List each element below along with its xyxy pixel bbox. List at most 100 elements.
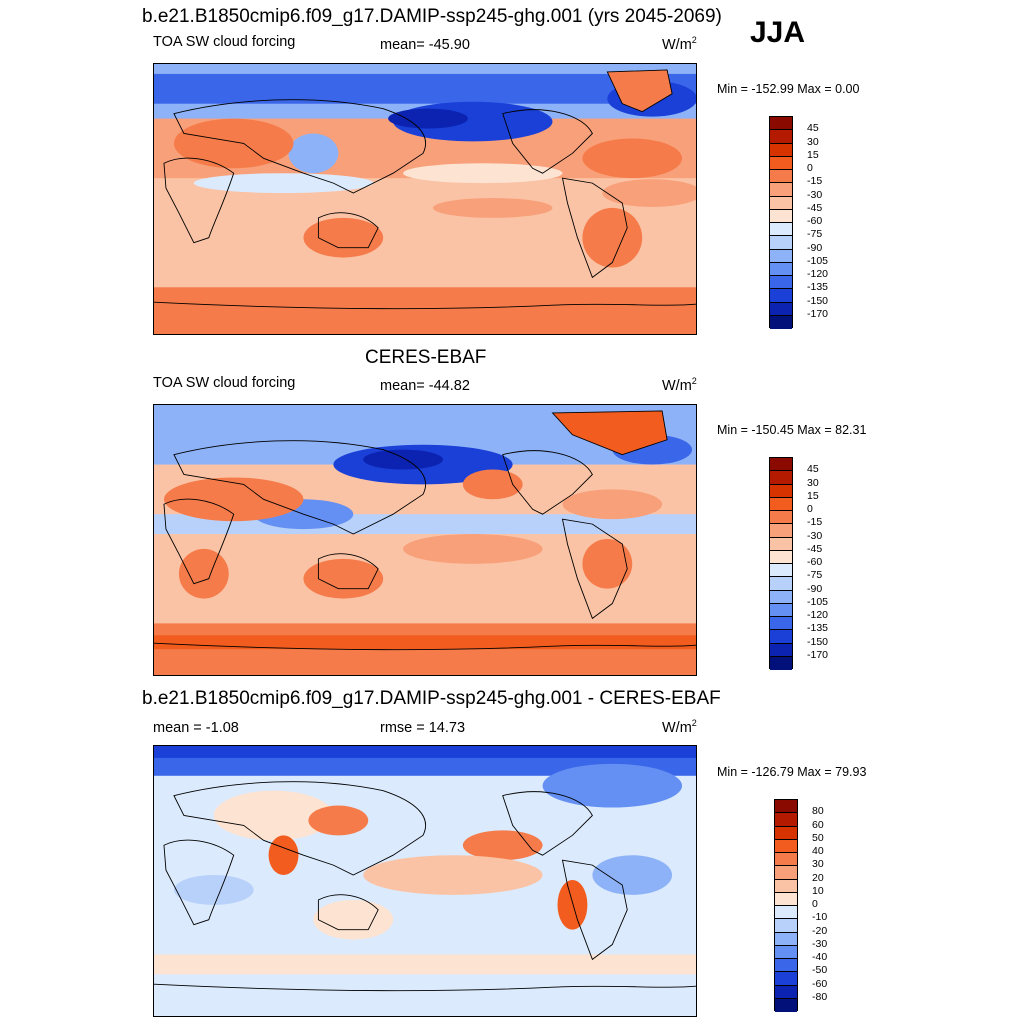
colorbar-swatch bbox=[770, 550, 792, 564]
colorbar-swatch bbox=[770, 183, 792, 197]
colorbar-swatch bbox=[775, 800, 797, 814]
colorbar-tick-label: -135 bbox=[807, 622, 829, 635]
colorbar-tick-label: 20 bbox=[812, 871, 824, 884]
colorbar-tick-label: -45 bbox=[807, 201, 823, 214]
colorbar-swatch bbox=[770, 603, 792, 617]
colorbar-swatch bbox=[770, 315, 792, 329]
colorbar-swatch bbox=[770, 196, 792, 210]
colorbar-swatch bbox=[770, 276, 792, 290]
colorbar-tick-label: -60 bbox=[807, 215, 823, 227]
colorbar-swatch bbox=[770, 130, 792, 144]
colorbar-tick-label: -90 bbox=[807, 241, 823, 254]
colorbar-tick-label: -170 bbox=[807, 307, 829, 320]
colorbar-swatch bbox=[775, 853, 797, 867]
colorbar-swatch bbox=[770, 117, 792, 131]
colorbar-swatch bbox=[775, 919, 797, 933]
colorbar-tick-label: 0 bbox=[812, 898, 818, 910]
colorbar-tick-label: -30 bbox=[807, 529, 823, 542]
colorbar-tick-label: 60 bbox=[812, 818, 824, 831]
colorbar-tick-label: -75 bbox=[807, 569, 823, 582]
colorbar-swatch bbox=[775, 813, 797, 827]
colorbar-swatch bbox=[775, 839, 797, 853]
panel2-unit: W/m2 bbox=[662, 376, 697, 394]
colorbar-swatch bbox=[770, 564, 792, 578]
colorbar-swatch bbox=[770, 289, 792, 303]
colorbar-tick-label: 0 bbox=[807, 503, 813, 515]
colorbar-swatch bbox=[770, 209, 792, 223]
panel2-mean: mean= -44.82 bbox=[380, 378, 470, 394]
panel1-mean: mean= -45.90 bbox=[380, 37, 470, 53]
colorbar-swatch bbox=[770, 590, 792, 604]
colorbar-tick-label: 45 bbox=[807, 122, 819, 135]
colorbar-tick-label: -40 bbox=[812, 951, 828, 963]
colorbar-swatch bbox=[775, 998, 797, 1012]
colorbar-swatch bbox=[770, 524, 792, 538]
panel3-mean: mean = -1.08 bbox=[153, 720, 239, 736]
colorbar-swatch bbox=[775, 866, 797, 880]
colorbar-tick-label: 30 bbox=[812, 858, 824, 871]
colorbar-tick-label: -30 bbox=[807, 188, 823, 201]
colorbar-tick-label: -105 bbox=[807, 254, 829, 267]
colorbar-tick-label: -45 bbox=[807, 542, 823, 555]
colorbar-swatch bbox=[775, 972, 797, 986]
colorbar-tick-label: -10 bbox=[812, 911, 828, 924]
colorbar-swatch bbox=[770, 484, 792, 498]
panel2-left-label: TOA SW cloud forcing bbox=[153, 375, 296, 391]
colorbar-swatch bbox=[775, 892, 797, 906]
colorbar-swatch bbox=[770, 630, 792, 644]
panel1-map bbox=[153, 63, 697, 335]
colorbar-swatch bbox=[770, 223, 792, 237]
panel1-left-label: TOA SW cloud forcing bbox=[153, 34, 296, 50]
colorbar-swatch bbox=[770, 511, 792, 525]
panel2-title: CERES-EBAF bbox=[365, 347, 487, 368]
colorbar-swatch bbox=[770, 458, 792, 472]
panel3-rmse: rmse = 14.73 bbox=[380, 720, 466, 736]
colorbar-tick-label: -105 bbox=[807, 595, 829, 608]
colorbar-tick-label: 45 bbox=[807, 463, 819, 476]
colorbar-tick-label: -90 bbox=[807, 582, 823, 595]
panel3-minmax: Min = -126.79 Max = 79.93 bbox=[717, 765, 867, 779]
colorbar-tick-label: -15 bbox=[807, 516, 823, 529]
colorbar-tick-label: 10 bbox=[812, 884, 824, 897]
panel3-unit: W/m2 bbox=[662, 718, 697, 736]
colorbar-swatch bbox=[770, 170, 792, 184]
colorbar-tick-label: -120 bbox=[807, 268, 829, 280]
colorbar-tick-label: 30 bbox=[807, 476, 819, 489]
colorbar-tick-label: -150 bbox=[807, 294, 829, 307]
colorbar-tick-label: -80 bbox=[812, 990, 828, 1003]
colorbar-tick-label: 0 bbox=[807, 162, 813, 174]
colorbar-tick-label: 40 bbox=[812, 845, 824, 857]
colorbar-tick-label: 15 bbox=[807, 148, 819, 161]
colorbar-tick-label: 30 bbox=[807, 135, 819, 148]
colorbar-swatch bbox=[770, 262, 792, 276]
colorbar-tick-label: -15 bbox=[807, 175, 823, 188]
colorbar-swatch bbox=[770, 643, 792, 657]
colorbar-tick-label: -60 bbox=[812, 977, 828, 990]
colorbar-tick-label: -20 bbox=[812, 924, 828, 937]
panel2-colorbar bbox=[769, 457, 793, 670]
colorbar-swatch bbox=[770, 537, 792, 551]
colorbar-swatch bbox=[770, 617, 792, 631]
colorbar-swatch bbox=[770, 143, 792, 157]
panel3-colorbar bbox=[774, 799, 798, 1012]
colorbar-tick-label: -135 bbox=[807, 281, 829, 294]
panel1-unit: W/m2 bbox=[662, 35, 697, 53]
colorbar-swatch bbox=[770, 249, 792, 263]
colorbar-tick-label: -120 bbox=[807, 609, 829, 621]
colorbar-tick-label: -50 bbox=[812, 964, 828, 977]
colorbar-swatch bbox=[770, 471, 792, 485]
colorbar-tick-label: -30 bbox=[812, 937, 828, 950]
panel2-minmax: Min = -150.45 Max = 82.31 bbox=[717, 423, 867, 437]
colorbar-tick-label: 80 bbox=[812, 805, 824, 818]
panel3-title: b.e21.B1850cmip6.f09_g17.DAMIP-ssp245-gh… bbox=[142, 688, 721, 709]
colorbar-swatch bbox=[770, 577, 792, 591]
colorbar-swatch bbox=[775, 985, 797, 999]
colorbar-swatch bbox=[770, 236, 792, 250]
colorbar-swatch bbox=[770, 656, 792, 670]
colorbar-swatch bbox=[770, 302, 792, 316]
colorbar-swatch bbox=[775, 826, 797, 840]
season-label: JJA bbox=[750, 16, 806, 49]
colorbar-tick-label: -75 bbox=[807, 228, 823, 241]
colorbar-swatch bbox=[770, 156, 792, 170]
colorbar-swatch bbox=[770, 497, 792, 511]
